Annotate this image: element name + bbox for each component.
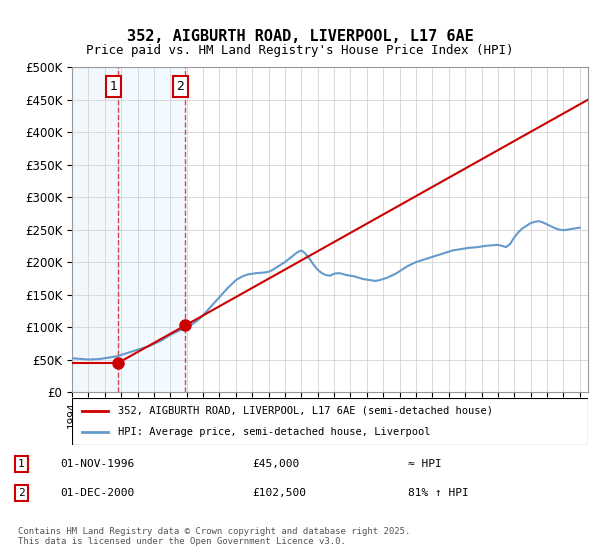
Text: 1: 1	[18, 459, 25, 469]
Text: 2: 2	[176, 80, 184, 93]
Text: 352, AIGBURTH ROAD, LIVERPOOL, L17 6AE (semi-detached house): 352, AIGBURTH ROAD, LIVERPOOL, L17 6AE (…	[118, 406, 493, 416]
Text: £45,000: £45,000	[252, 459, 299, 469]
Text: 01-NOV-1996: 01-NOV-1996	[60, 459, 134, 469]
Text: 2: 2	[18, 488, 25, 498]
Text: 81% ↑ HPI: 81% ↑ HPI	[408, 488, 469, 498]
Text: HPI: Average price, semi-detached house, Liverpool: HPI: Average price, semi-detached house,…	[118, 427, 431, 437]
Text: 352, AIGBURTH ROAD, LIVERPOOL, L17 6AE: 352, AIGBURTH ROAD, LIVERPOOL, L17 6AE	[127, 29, 473, 44]
Text: 01-DEC-2000: 01-DEC-2000	[60, 488, 134, 498]
Text: Contains HM Land Registry data © Crown copyright and database right 2025.
This d: Contains HM Land Registry data © Crown c…	[18, 526, 410, 546]
Bar	[118, 67, 185, 392]
Text: 1: 1	[110, 80, 118, 93]
Text: ≈ HPI: ≈ HPI	[408, 459, 442, 469]
Bar	[72, 67, 118, 392]
Text: £102,500: £102,500	[252, 488, 306, 498]
FancyBboxPatch shape	[72, 398, 588, 445]
Text: Price paid vs. HM Land Registry's House Price Index (HPI): Price paid vs. HM Land Registry's House …	[86, 44, 514, 57]
